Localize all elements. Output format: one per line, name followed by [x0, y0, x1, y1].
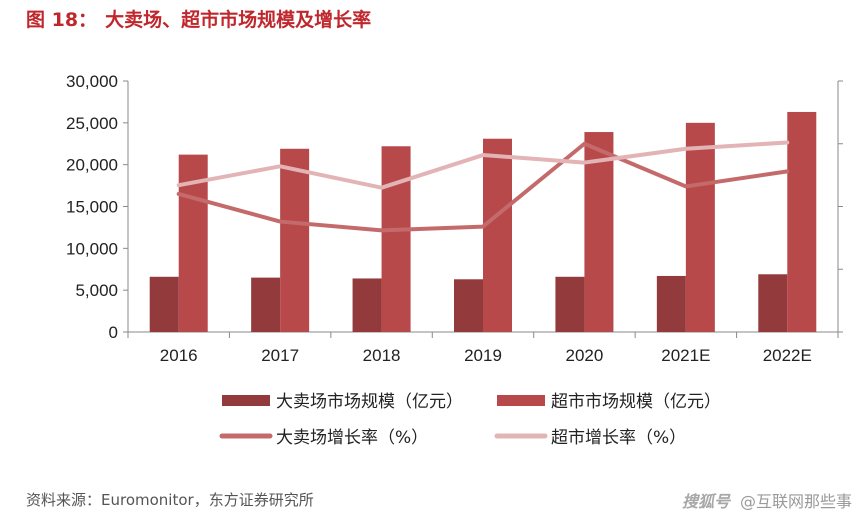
x-tick-label: 2016	[160, 346, 198, 365]
legend-supermarket-size-label: 超市市场规模（亿元）	[551, 392, 721, 412]
figure-title-text: 大卖场、超市市场规模及增长率	[105, 9, 372, 31]
legend-hypermarket-size-swatch	[222, 395, 270, 406]
y-tick-label: 0	[109, 323, 118, 342]
y-tick-label: 30,000	[66, 72, 118, 91]
legend-supermarket-size-swatch	[497, 395, 545, 406]
bar-hypermarket	[656, 275, 686, 332]
lines	[176, 140, 790, 233]
line-hypermarket-growth	[176, 141, 790, 233]
y-tick-label: 25,000	[66, 114, 118, 133]
bar-hypermarket	[758, 274, 788, 332]
legend-hypermarket-size-label: 大卖场市场规模（亿元）	[276, 392, 463, 412]
bar-supermarket	[685, 122, 715, 332]
bar-hypermarket	[251, 277, 281, 332]
bar-supermarket	[381, 146, 411, 332]
figure-title: 图 18： 大卖场、超市市场规模及增长率	[26, 5, 371, 32]
x-tick-label: 2021E	[661, 346, 710, 365]
bar-hypermarket	[555, 276, 585, 332]
y-tick-label: 15,000	[66, 198, 118, 217]
x-tick-label: 2017	[261, 346, 299, 365]
bar-supermarket	[787, 111, 817, 332]
line-supermarket-growth	[176, 140, 790, 190]
y-tick-label: 10,000	[66, 239, 118, 258]
bar-hypermarket	[454, 279, 483, 332]
bar-supermarket	[483, 138, 512, 332]
x-tick-label: 2018	[363, 346, 401, 365]
y-tick-label: 20,000	[66, 156, 118, 175]
watermark: 搜狐号 @互联网那些事	[682, 488, 852, 512]
legend-supermarket-growth-label: 超市增长率（%）	[551, 428, 686, 448]
y-tick-label: 5,000	[75, 281, 118, 300]
x-tick-label: 2019	[464, 346, 502, 365]
tick-labels: 0 5,000 10,000 15,000 20,000 25,000 30,000 2016…	[66, 72, 812, 365]
bar-supermarket	[280, 148, 310, 332]
source-note: 资料来源：Euromonitor，东方证券研究所	[26, 491, 314, 509]
figure-label: 图 18：	[26, 9, 98, 31]
x-tick-label: 2020	[566, 346, 604, 365]
watermark-account: @互联网那些事	[739, 492, 852, 511]
watermark-logo: 搜狐号	[681, 492, 730, 511]
bar-hypermarket	[352, 278, 382, 332]
legend: 大卖场市场规模（亿元） 超市市场规模（亿元） 大卖场增长率（%） 超市增长率（%）	[219, 392, 721, 448]
legend-hypermarket-growth-label: 大卖场增长率（%）	[276, 428, 428, 448]
x-tick-label: 2022E	[763, 346, 812, 365]
bar-hypermarket	[149, 276, 179, 332]
bar-supermarket	[584, 132, 614, 332]
